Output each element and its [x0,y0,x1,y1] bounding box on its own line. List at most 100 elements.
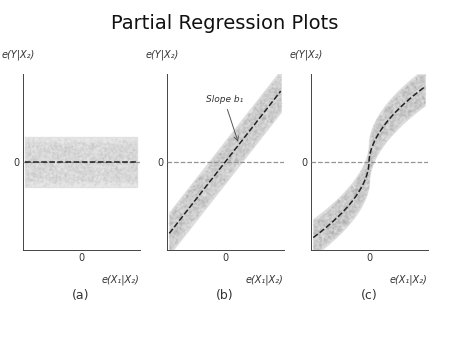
Point [187,217,194,222]
Point [195,175,203,181]
Point [277,97,284,102]
Point [380,115,387,120]
Point [405,98,412,103]
Point [371,142,378,148]
Point [250,139,257,145]
Point [93,172,100,178]
Point [267,116,274,122]
Point [111,170,118,175]
Point [71,162,78,167]
Point [35,148,42,154]
Point [220,153,227,159]
Point [410,105,418,110]
Point [196,187,203,192]
Point [179,203,186,209]
Point [117,157,124,163]
Point [373,135,380,140]
Point [226,153,233,159]
Point [273,97,280,102]
Point [415,74,422,79]
Point [376,136,383,142]
Point [374,122,382,127]
Point [254,101,261,106]
Point [177,199,184,204]
Point [103,164,110,170]
Point [316,238,323,243]
Point [381,131,388,137]
Point [364,179,372,184]
Point [251,127,258,132]
Point [359,183,366,189]
Point [166,216,173,221]
Point [99,141,106,147]
Point [402,89,409,94]
Point [392,99,400,104]
Point [96,146,103,151]
Point [378,135,385,140]
Point [258,108,265,114]
Point [240,137,247,142]
Point [350,189,357,194]
Point [342,194,349,200]
Point [58,176,65,182]
Point [360,196,367,202]
Point [199,199,207,204]
Point [36,144,43,149]
Point [27,176,34,182]
Point [111,166,118,171]
Point [258,102,265,108]
Point [41,161,48,167]
Point [94,169,101,174]
Point [337,200,344,206]
Point [233,130,240,136]
Point [418,96,425,101]
Point [330,225,337,231]
Point [324,213,331,218]
Point [314,237,321,243]
Point [209,168,216,173]
Point [329,217,336,223]
Point [274,84,281,90]
Point [72,137,80,143]
Point [90,166,97,172]
Point [186,212,193,217]
Point [412,102,419,108]
Point [245,126,252,132]
Point [387,100,394,105]
Point [166,232,173,237]
Point [346,209,353,215]
Point [168,219,175,224]
Point [330,203,337,209]
Point [343,200,351,206]
Point [396,116,403,121]
Point [414,85,421,90]
Point [122,142,129,147]
Point [117,139,124,144]
Point [407,95,414,100]
Point [174,225,181,231]
Point [44,147,51,152]
Point [333,216,340,221]
Point [86,162,93,167]
Point [72,157,80,163]
Point [217,162,225,167]
Point [35,178,42,184]
Point [101,177,108,183]
Point [65,181,72,187]
Point [202,187,210,192]
Point [24,178,31,183]
Point [201,203,208,209]
Point [326,216,333,221]
Point [30,169,37,174]
Point [218,154,225,160]
Point [271,101,279,106]
Point [52,176,59,181]
Point [82,146,89,151]
Point [252,118,259,123]
Point [403,95,410,101]
Point [250,141,257,146]
Point [254,117,261,122]
Point [397,97,405,102]
Point [106,161,113,167]
Point [167,228,175,234]
